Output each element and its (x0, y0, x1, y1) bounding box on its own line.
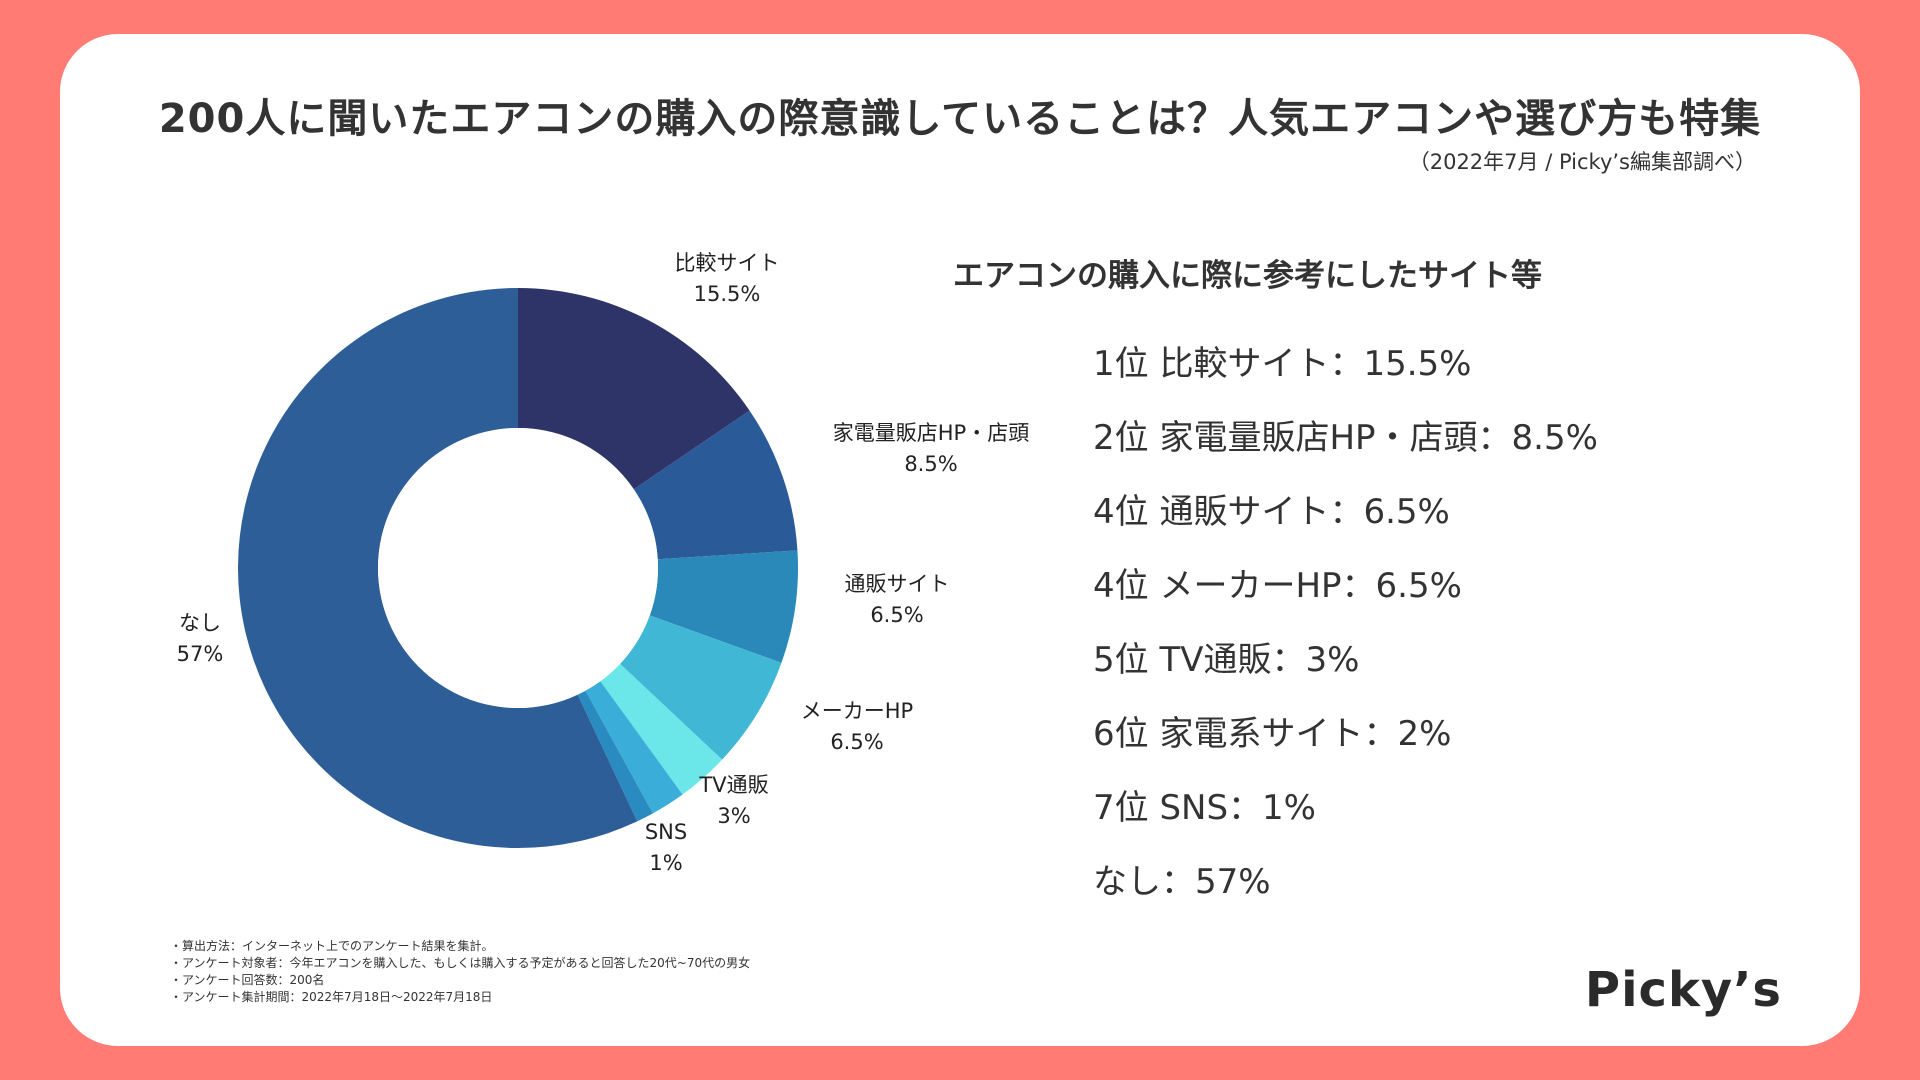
ranking-item: 4位 メーカーHP：6.5% (1093, 566, 1462, 606)
slice-label-value: 15.5% (693, 282, 761, 306)
ranking-item: 5位 TV通販：3% (1093, 640, 1360, 680)
brand-logo: Picky’s (1584, 962, 1782, 1018)
slice-label-name: SNS (644, 820, 688, 844)
ranking-heading: エアコンの購入に際に参考にしたサイト等 (953, 258, 1542, 294)
ranking-item: 1位 比較サイト：15.5% (1093, 344, 1472, 384)
slice-label: 家電量販店HP・店頭 8.5% (833, 418, 1029, 480)
slice-label-name: 家電量販店HP・店頭 (832, 421, 1030, 445)
slice-label-value: 8.5% (904, 452, 958, 476)
slice-label: TV通販 3% (699, 770, 768, 832)
ranking-item: なし：57% (1093, 862, 1271, 902)
slice-label-name: メーカーHP (800, 699, 914, 723)
donut-slice (620, 615, 782, 760)
donut-slice (649, 550, 798, 663)
slice-label-name: 比較サイト (674, 251, 780, 275)
survey-notes: ・算出方法：インターネット上でのアンケート結果を集計。 ・アンケート対象者：今年… (170, 938, 750, 1006)
slice-label-value: 6.5% (870, 603, 924, 627)
survey-note: ・アンケート対象者：今年エアコンを購入した、もしくは購入する予定があると回答した… (170, 956, 751, 970)
slice-label-name: TV通販 (699, 773, 769, 797)
slice-label-name: 通販サイト (844, 572, 950, 596)
slice-label: 比較サイト 15.5% (675, 248, 780, 310)
page-title: 200人に聞いたエアコンの購入の際意識していることは？人気エアコンや選び方も特集 (158, 96, 1762, 142)
ranking-item: 6位 家電系サイト：2% (1093, 714, 1452, 754)
slice-label: 通販サイト 6.5% (845, 569, 950, 631)
donut-slice (585, 681, 683, 814)
survey-note: ・算出方法：インターネット上でのアンケート結果を集計。 (170, 939, 494, 953)
slice-label-value: 1% (649, 851, 683, 875)
slice-label-value: 3% (717, 804, 751, 828)
donut-slice (600, 663, 723, 795)
page-subtitle: （2022年7月 / Picky’s編集部調べ） (1408, 150, 1756, 174)
slice-label: なし 57% (177, 608, 224, 670)
donut-slice (577, 690, 653, 822)
donut-hole (378, 428, 658, 708)
ranking-item: 2位 家電量販店HP・店頭：8.5% (1093, 418, 1598, 458)
donut-slice (237, 287, 638, 849)
donut-slice (518, 288, 750, 490)
slice-label: メーカーHP 6.5% (801, 696, 913, 758)
survey-note: ・アンケート集計期間：2022年7月18日〜2022年7月18日 (170, 990, 493, 1004)
donut-slice (633, 410, 798, 560)
survey-note: ・アンケート回答数：200名 (170, 973, 325, 987)
slice-label-name: なし (179, 611, 221, 635)
slice-label-value: 57% (176, 642, 224, 666)
slice-label: SNS 1% (645, 817, 687, 879)
ranking-list: 1位 比較サイト：15.5% 2位 家電量販店HP・店頭：8.5% 4位 通販サ… (1093, 336, 1598, 928)
ranking-item: 7位 SNS：1% (1093, 788, 1316, 828)
ranking-item: 4位 通販サイト：6.5% (1093, 492, 1450, 532)
slice-label-value: 6.5% (830, 730, 884, 754)
